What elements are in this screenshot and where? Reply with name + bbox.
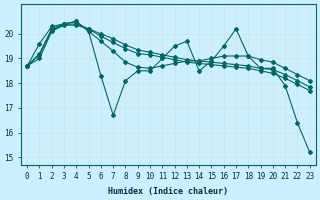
X-axis label: Humidex (Indice chaleur): Humidex (Indice chaleur) <box>108 187 228 196</box>
